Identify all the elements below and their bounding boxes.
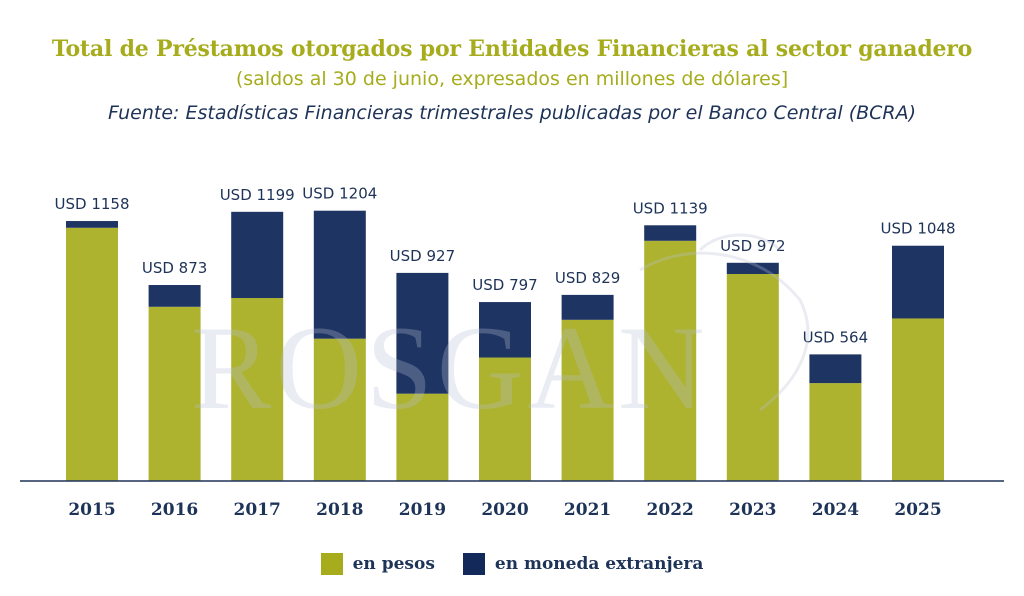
legend-item-foreign: en moneda extranjera <box>462 553 704 575</box>
bar-pesos-2019 <box>396 393 449 481</box>
total-label-2020: USD 797 <box>472 276 537 294</box>
x-tick-label-2021: 2021 <box>564 500 611 520</box>
bar-pesos-2025 <box>892 318 944 481</box>
chart-subtitle: (saldos al 30 de junio, expresados en mi… <box>235 68 789 90</box>
bar-foreign-2025 <box>892 245 944 319</box>
bar-foreign-2024 <box>809 354 862 384</box>
total-label-2018: USD 1204 <box>302 185 377 203</box>
legend-item-pesos: en pesos <box>320 553 435 575</box>
x-tick-label-2017: 2017 <box>234 500 281 520</box>
bar-foreign-2023 <box>726 262 779 275</box>
bar-pesos-2022 <box>644 240 697 481</box>
bar-foreign-2015 <box>66 221 118 228</box>
total-labels: USD 1158 USD 873 USD 1199 USD 1204 USD 927 US… <box>55 185 956 347</box>
x-tick-label-2022: 2022 <box>647 500 694 520</box>
bar-pesos-2023 <box>726 274 779 481</box>
x-tick-label-2023: 2023 <box>729 500 776 520</box>
total-label-2024: USD 564 <box>803 328 868 346</box>
legend-label-pesos: en pesos <box>352 554 435 574</box>
total-label-2019: USD 927 <box>390 247 455 265</box>
chart-source: Fuente: Estadísticas Financieras trimest… <box>107 102 917 124</box>
bar-foreign-2017 <box>231 211 284 299</box>
rosgan-watermark: ROSGAN <box>191 233 810 434</box>
bar-pesos-2024 <box>809 383 862 481</box>
x-tick-label-2018: 2018 <box>316 500 363 520</box>
bull-outline-watermark <box>639 233 810 412</box>
total-label-2025: USD 1048 <box>881 220 956 238</box>
bar-foreign-2020 <box>479 302 531 358</box>
bar-pesos-2020 <box>479 357 531 481</box>
chart-title: Total de Préstamos otorgados por Entidad… <box>51 36 973 62</box>
total-label-2016: USD 873 <box>142 259 207 277</box>
bar-foreign-2019 <box>396 272 449 394</box>
legend: en pesos en moneda extranjera <box>0 553 1024 575</box>
x-tick-label-2019: 2019 <box>399 500 446 520</box>
total-label-2015: USD 1158 <box>55 195 130 213</box>
bar-foreign-2018 <box>313 210 366 339</box>
watermark-text: ROSGAN <box>191 301 708 434</box>
bar-foreign-2016 <box>148 285 201 307</box>
x-tick-label-2016: 2016 <box>151 500 198 520</box>
x-tick-labels: 2015 2016 2017 2018 2019 2020 2021 2022 2023 2024… <box>68 500 941 520</box>
bar-pesos-2018 <box>313 338 366 481</box>
total-label-2023: USD 972 <box>720 237 785 255</box>
total-label-2021: USD 829 <box>555 269 620 287</box>
legend-label-foreign: en moneda extranjera <box>494 554 704 574</box>
x-tick-label-2020: 2020 <box>481 500 528 520</box>
bars-group <box>66 210 944 481</box>
total-label-2022: USD 1139 <box>633 199 708 217</box>
bar-pesos-2015 <box>66 227 118 481</box>
x-tick-label-2025: 2025 <box>894 500 941 520</box>
bar-foreign-2021 <box>561 294 614 320</box>
x-tick-label-2024: 2024 <box>812 500 859 520</box>
bar-foreign-2022 <box>644 225 697 241</box>
total-label-2017: USD 1199 <box>220 186 295 204</box>
bar-pesos-2016 <box>148 306 201 481</box>
bar-pesos-2021 <box>561 319 614 481</box>
legend-swatch-pesos <box>320 553 343 575</box>
bar-pesos-2017 <box>231 298 284 481</box>
legend-swatch-foreign <box>462 553 485 575</box>
x-tick-label-2015: 2015 <box>68 500 115 520</box>
